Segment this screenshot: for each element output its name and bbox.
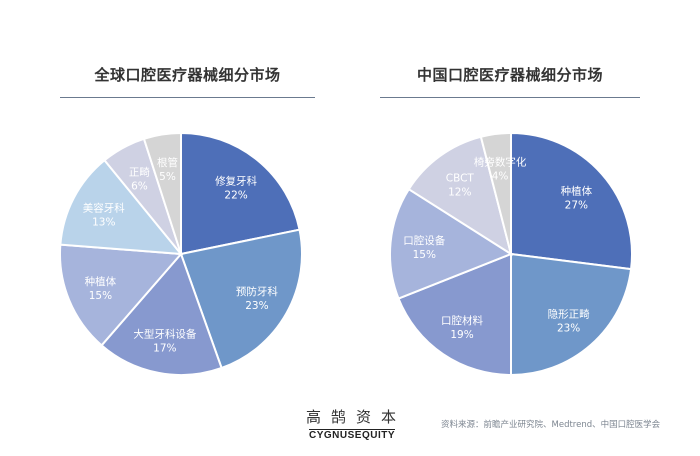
pie-slice: [479, 131, 512, 255]
logo-chinese-text: 高鹄资本: [305, 408, 406, 426]
title-underline: [60, 97, 315, 98]
pie-slice: [397, 252, 512, 377]
slice-category-label: 根管: [157, 156, 178, 169]
logo-english-left: CYGNUS: [308, 430, 355, 441]
pie-slice: [142, 131, 182, 255]
slice-category-label: 口腔材料: [441, 314, 483, 327]
pie-slice: [179, 228, 303, 370]
slice-value-label: 6%: [131, 180, 148, 192]
pie-slice: [59, 243, 184, 347]
slice-category-label: 隐形正畸: [548, 307, 590, 320]
pie-slice: [389, 187, 514, 300]
slice-value-label: 17%: [153, 343, 176, 355]
chart-title-china: 中国口腔医疗器械细分市场: [416, 66, 603, 84]
slice-category-label: 正畸: [129, 165, 150, 178]
slice-value-label: 13%: [92, 217, 115, 229]
slice-value-label: 15%: [89, 290, 112, 302]
title-underline: [380, 97, 640, 98]
logo-english-text: CYGNUSEQUITY: [292, 429, 412, 441]
pie-slice: [510, 131, 633, 271]
source-note: 资料来源：前瞻产业研究院、Medtrend、中国口腔医学会: [441, 420, 661, 430]
slice-value-label: 23%: [245, 300, 268, 312]
slice-value-label: 15%: [413, 249, 436, 261]
slice-value-label: 4%: [492, 171, 509, 183]
pie-slice: [59, 158, 184, 256]
slice-value-label: 22%: [224, 189, 247, 201]
slice-value-label: 5%: [159, 171, 176, 183]
pie-slice: [407, 135, 513, 257]
slice-category-label: 修复牙科: [215, 174, 257, 187]
chart-title-global: 全球口腔医疗器械细分市场: [94, 66, 281, 84]
slice-category-label: CBCT: [446, 173, 475, 185]
slice-category-label: 美容牙科: [83, 202, 125, 215]
pie-slice: [510, 252, 633, 377]
slice-category-label: 种植体: [561, 184, 593, 197]
pie-slice: [180, 131, 301, 256]
slice-category-label: 口腔设备: [403, 234, 445, 247]
company-logo: 高鹄资本 CYGNUSEQUITY: [292, 406, 412, 441]
slice-value-label: 19%: [450, 329, 473, 341]
slice-value-label: 23%: [557, 322, 580, 334]
slice-value-label: 27%: [565, 199, 588, 211]
slice-category-label: 预防牙科: [236, 285, 278, 298]
slice-value-label: 12%: [448, 187, 471, 199]
pie-slice: [100, 252, 223, 376]
logo-english-right: EQUITY: [354, 430, 396, 441]
slice-category-label: 大型牙科设备: [133, 328, 196, 341]
slice-category-label: 种植体: [85, 275, 117, 288]
slice-category-label: 椅旁数字化: [474, 156, 527, 169]
